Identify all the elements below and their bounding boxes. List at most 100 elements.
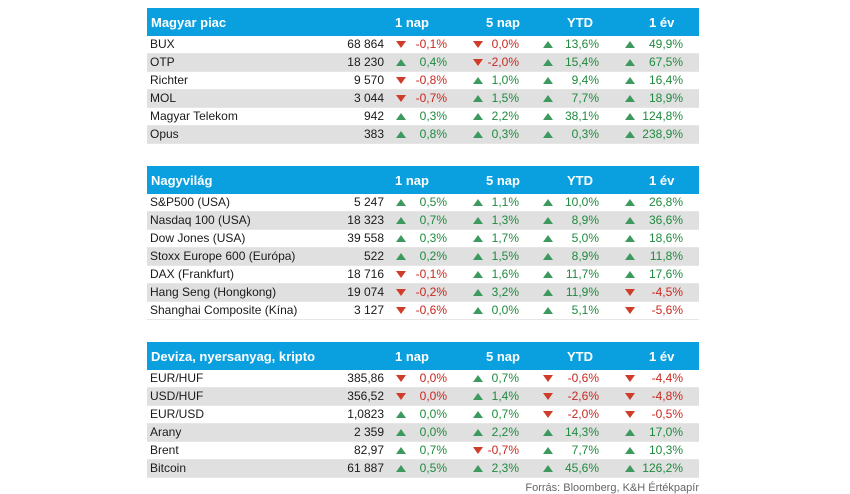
instrument-name: Nasdaq 100 (USA) (150, 213, 251, 227)
triangle-up-icon (396, 447, 406, 454)
triangle-down-icon (396, 375, 406, 382)
market-summary: Magyar piac 1 nap 5 nap YTD 1 év BUX 68 864 -0,… (147, 8, 699, 494)
change-d5: 2,2% (491, 109, 519, 123)
triangle-down-icon (396, 95, 406, 102)
change-d5: 0,7% (491, 407, 519, 421)
section-2: Deviza, nyersanyag, kripto 1 nap 5 nap YTD 1… (147, 342, 699, 478)
triangle-up-icon (543, 429, 553, 436)
instrument-name: Stoxx Europe 600 (Európa) (150, 249, 296, 263)
change-ytd: 8,9% (571, 249, 599, 263)
triangle-up-icon (473, 429, 483, 436)
triangle-down-icon (473, 41, 483, 48)
change-y1: 124,8% (642, 109, 683, 123)
triangle-down-icon (625, 289, 635, 296)
section-title: Magyar piac (151, 15, 227, 30)
change-d1: 0,3% (419, 231, 447, 245)
triangle-up-icon (473, 307, 483, 314)
change-y1: 18,9% (648, 91, 683, 105)
change-d1: -0,1% (415, 37, 447, 51)
change-d1: -0,1% (415, 267, 447, 281)
instrument-price: 61 887 (347, 461, 384, 475)
triangle-up-icon (396, 235, 406, 242)
instrument-name: USD/HUF (150, 389, 204, 403)
change-d1: 0,5% (419, 195, 447, 209)
triangle-up-icon (396, 411, 406, 418)
change-d5: -2,0% (487, 55, 519, 69)
change-d1: 0,0% (419, 389, 447, 403)
change-y1: 16,4% (648, 73, 683, 87)
section-1: Nagyvilág 1 nap 5 nap YTD 1 év S&P500 (USA) 5 … (147, 166, 699, 320)
triangle-down-icon (396, 41, 406, 48)
change-ytd: 7,7% (571, 443, 599, 457)
change-d1: -0,6% (415, 303, 447, 317)
triangle-up-icon (543, 289, 553, 296)
triangle-up-icon (543, 199, 553, 206)
column-header-d5: 5 nap (486, 15, 520, 30)
triangle-up-icon (543, 217, 553, 224)
triangle-up-icon (473, 375, 483, 382)
column-header-d1: 1 nap (395, 15, 429, 30)
triangle-up-icon (543, 271, 553, 278)
section-title: Deviza, nyersanyag, kripto (151, 349, 316, 364)
triangle-up-icon (473, 199, 483, 206)
triangle-up-icon (625, 77, 635, 84)
triangle-up-icon (396, 59, 406, 66)
triangle-up-icon (625, 447, 635, 454)
change-ytd: 0,3% (571, 127, 599, 141)
change-d1: -0,2% (415, 285, 447, 299)
change-ytd: 15,4% (564, 55, 599, 69)
instrument-price: 9 570 (353, 73, 384, 87)
triangle-up-icon (473, 271, 483, 278)
change-d5: 1,5% (491, 91, 519, 105)
instrument-price: 5 247 (353, 195, 384, 209)
triangle-up-icon (396, 465, 406, 472)
instrument-price: 18 716 (347, 267, 384, 281)
table-row: Arany 2 359 0,0% 2,2% 14,3% 17,0% (147, 424, 699, 442)
triangle-down-icon (625, 375, 635, 382)
triangle-up-icon (543, 447, 553, 454)
triangle-up-icon (396, 199, 406, 206)
triangle-up-icon (625, 199, 635, 206)
change-y1: -4,5% (651, 285, 683, 299)
change-d5: 0,0% (491, 37, 519, 51)
column-header-d5: 5 nap (486, 173, 520, 188)
triangle-up-icon (625, 271, 635, 278)
column-header-d1: 1 nap (395, 173, 429, 188)
triangle-up-icon (473, 77, 483, 84)
instrument-price: 3 127 (353, 303, 384, 317)
instrument-price: 383 (363, 127, 384, 141)
triangle-up-icon (473, 253, 483, 260)
change-y1: 11,8% (649, 249, 683, 263)
table-row: Brent 82,97 0,7% -0,7% 7,7% 10,3% (147, 442, 699, 460)
change-y1: -5,6% (651, 303, 683, 317)
instrument-name: Magyar Telekom (150, 109, 238, 123)
change-d5: 0,3% (491, 127, 519, 141)
change-y1: 10,3% (648, 443, 683, 457)
change-d5: 1,3% (491, 213, 519, 227)
triangle-down-icon (473, 447, 483, 454)
table-row: Stoxx Europe 600 (Európa) 522 0,2% 1,5% 8,9%… (147, 248, 699, 266)
change-d5: 0,0% (491, 303, 519, 317)
change-d1: -0,7% (415, 91, 447, 105)
instrument-name: MOL (150, 91, 177, 105)
triangle-up-icon (625, 465, 635, 472)
triangle-down-icon (625, 411, 635, 418)
triangle-up-icon (543, 59, 553, 66)
source-note: Forrás: Bloomberg, K&H Értékpapír (525, 482, 699, 494)
triangle-down-icon (625, 307, 635, 314)
triangle-up-icon (543, 77, 553, 84)
change-y1: -0,5% (651, 407, 683, 421)
triangle-up-icon (543, 307, 553, 314)
instrument-name: DAX (Frankfurt) (150, 267, 235, 281)
change-d1: 0,5% (419, 461, 447, 475)
instrument-price: 18 323 (347, 213, 384, 227)
table-row: EUR/USD 1,0823 0,0% 0,7% -2,0% -0,5% (147, 406, 699, 424)
table-row: Dow Jones (USA) 39 558 0,3% 1,7% 5,0% 18,6% (147, 230, 699, 248)
instrument-name: Richter (150, 73, 189, 87)
triangle-up-icon (625, 217, 635, 224)
triangle-up-icon (625, 429, 635, 436)
change-y1: 17,6% (648, 267, 683, 281)
change-ytd: 13,6% (564, 37, 599, 51)
change-ytd: 45,6% (564, 461, 599, 475)
triangle-up-icon (543, 41, 553, 48)
